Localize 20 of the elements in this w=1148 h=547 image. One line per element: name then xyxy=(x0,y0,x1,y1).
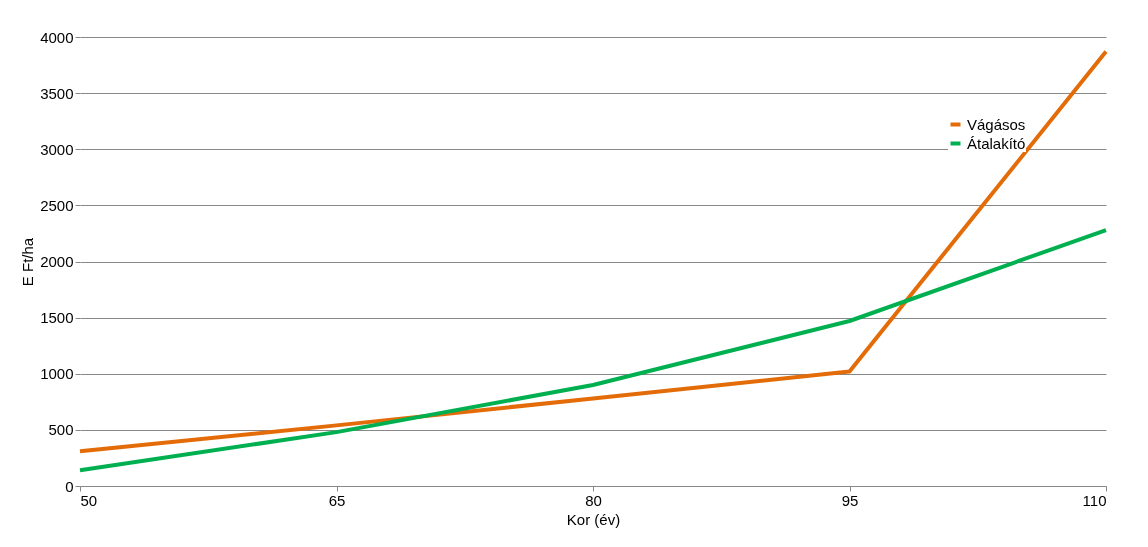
y-tick-label: 3500 xyxy=(40,84,74,102)
x-tick-label: 95 xyxy=(841,491,859,509)
x-tick-label: 110 xyxy=(1082,491,1107,509)
line-series xyxy=(78,228,1108,473)
x-axis-title: Kor (év) xyxy=(566,510,621,528)
x-tick-label: 80 xyxy=(585,491,602,509)
legend-label: Átalakító xyxy=(967,134,1026,152)
y-axis-title: E Ft/ha xyxy=(19,237,37,287)
y-tick-label: 4000 xyxy=(40,28,74,46)
y-tick-label: 3000 xyxy=(40,140,74,158)
y-tick-label: 0 xyxy=(65,477,74,495)
y-tick-label: 2500 xyxy=(40,196,74,214)
line-series xyxy=(78,49,1108,454)
x-tick-label: 65 xyxy=(328,491,346,509)
y-tick-label: 2000 xyxy=(40,253,74,270)
y-tick-label: 1500 xyxy=(40,309,74,327)
y-tick-label: 1000 xyxy=(40,365,74,383)
legend-label: Vágásos xyxy=(967,115,1026,133)
y-tick-label: 500 xyxy=(48,421,74,439)
x-tick-label: 50 xyxy=(80,491,98,509)
